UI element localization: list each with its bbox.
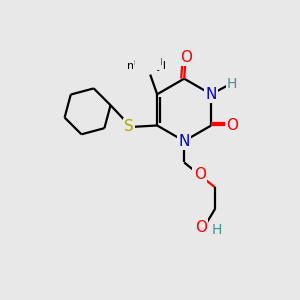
Text: O: O [195, 220, 207, 235]
Text: S: S [124, 119, 134, 134]
Text: methyl: methyl [133, 58, 163, 67]
Text: N: N [206, 87, 217, 102]
Text: O: O [180, 50, 192, 65]
Text: H: H [227, 77, 237, 92]
Text: N: N [178, 134, 190, 148]
Text: O: O [226, 118, 238, 133]
Text: O: O [194, 167, 206, 182]
Text: methyl: methyl [127, 61, 166, 71]
Text: H: H [212, 223, 222, 237]
